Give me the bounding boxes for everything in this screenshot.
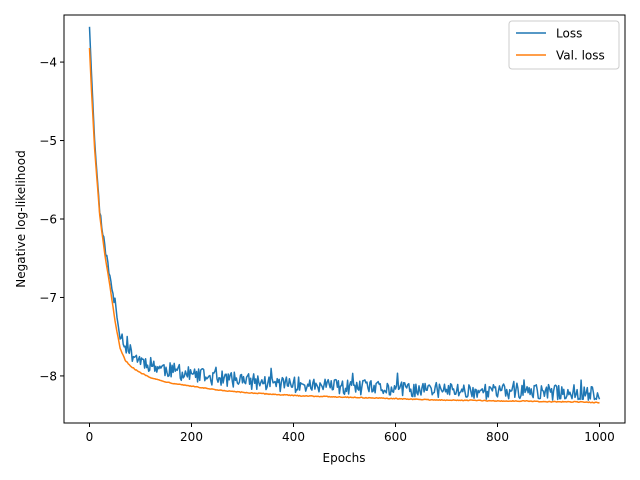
x-tick-label-600: 600 <box>384 430 407 444</box>
legend-label-val-loss: Val. loss <box>556 49 605 63</box>
x-tick-label-1000: 1000 <box>584 430 615 444</box>
y-tick-label-5: −5 <box>39 134 57 148</box>
y-axis-label: Negative log-likelihood <box>14 150 28 287</box>
x-tick-label-400: 400 <box>282 430 305 444</box>
x-tick-label-800: 800 <box>486 430 509 444</box>
x-tick-label-0: 0 <box>86 430 94 444</box>
series-line-val-loss <box>88 47 600 404</box>
x-axis: 0 200 400 600 800 1000 <box>86 423 615 444</box>
x-axis-label: Epochs <box>323 451 366 465</box>
y-tick-label-8: −8 <box>39 369 57 383</box>
y-tick-label-4: −4 <box>39 56 57 70</box>
y-tick-label-6: −6 <box>39 213 57 227</box>
y-tick-label-7: −7 <box>39 291 57 305</box>
x-tick-label-200: 200 <box>180 430 203 444</box>
series-line-loss <box>88 26 601 401</box>
legend: Loss Val. loss <box>508 20 620 70</box>
legend-label-loss: Loss <box>556 27 582 41</box>
y-axis: −4 −5 −6 −7 −8 <box>39 56 64 383</box>
series-layer <box>88 26 601 404</box>
